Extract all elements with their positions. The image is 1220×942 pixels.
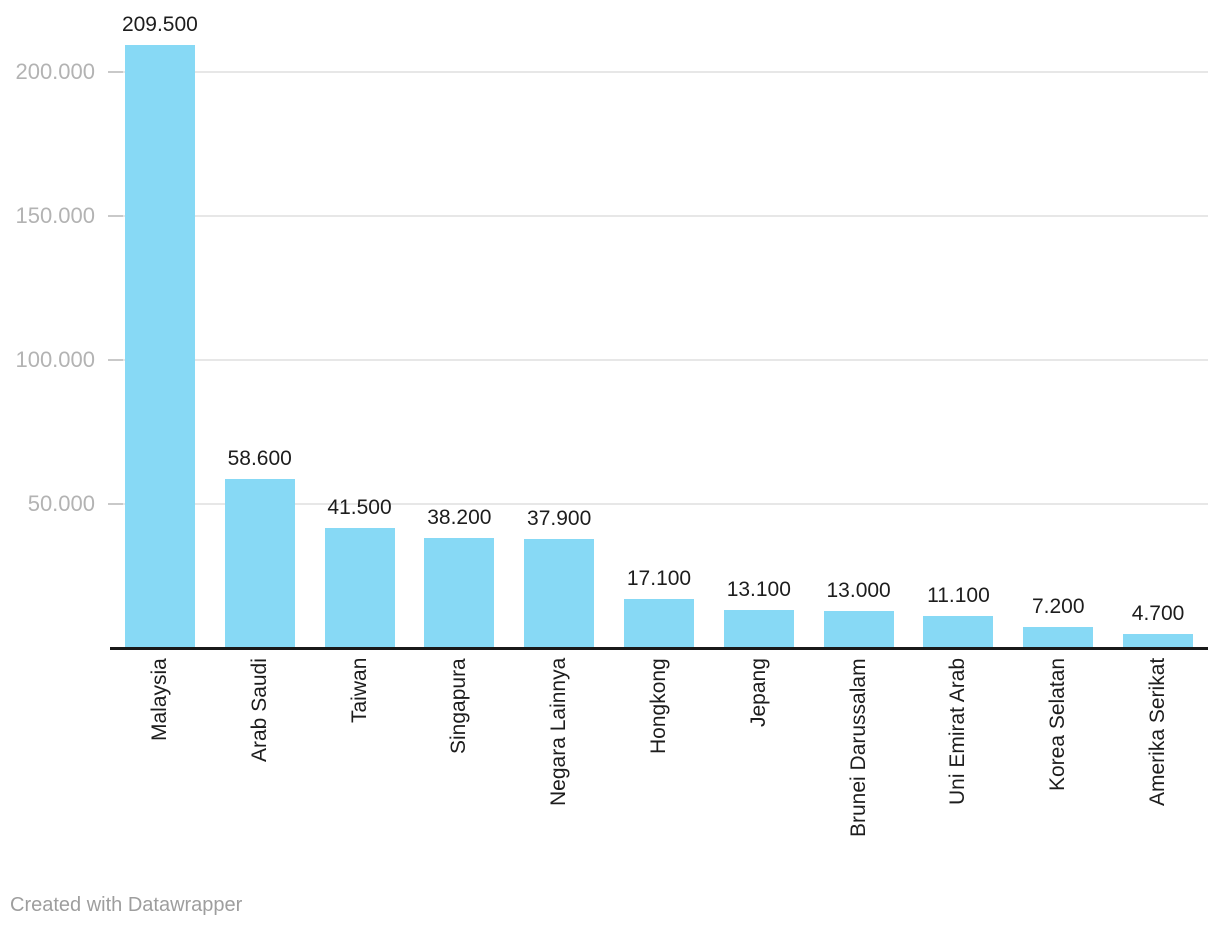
gridline — [123, 71, 1208, 73]
category-label: Singapura — [447, 658, 471, 754]
bar — [324, 528, 395, 648]
bar — [424, 537, 495, 648]
category-label: Negara Lainnya — [547, 658, 571, 807]
y-tick-label: 150.000 — [15, 203, 95, 228]
category-label: Brunei Darussalam — [846, 658, 870, 837]
bar-value-label: 41.500 — [327, 496, 392, 520]
y-tick-label: 100.000 — [15, 347, 95, 372]
bar — [224, 479, 295, 648]
bar — [823, 610, 894, 648]
category-label: Hongkong — [647, 658, 670, 754]
y-tick-label: 50.000 — [27, 491, 95, 516]
bar — [1023, 627, 1094, 648]
bar-value-label: 11.100 — [927, 584, 990, 608]
y-axis-tick-mark — [108, 503, 123, 505]
bar — [923, 616, 994, 648]
bar-value-label: 13.100 — [726, 578, 791, 602]
bar-value-label: 37.900 — [527, 506, 592, 530]
category-label: Korea Selatan — [1046, 658, 1070, 792]
gridline — [123, 215, 1208, 217]
bar — [624, 598, 694, 648]
gridline — [123, 503, 1208, 505]
bar-value-label: 58.600 — [227, 447, 292, 471]
category-label: Arab Saudi — [247, 658, 271, 762]
bar — [524, 538, 595, 648]
category-label: Jepang — [746, 658, 770, 727]
y-axis-tick-mark — [108, 71, 123, 73]
bar-value-label: 38.200 — [427, 505, 492, 529]
bar-value-label: 4.700 — [1131, 602, 1185, 626]
datawrapper-attribution-link[interactable]: Created with Datawrapper — [10, 894, 243, 916]
bar — [723, 610, 794, 648]
bar-value-label: 17.100 — [626, 566, 692, 590]
y-axis-tick-mark — [108, 215, 123, 217]
gridline — [123, 359, 1208, 361]
bar-value-label: 7.200 — [1031, 595, 1085, 619]
category-label: Uni Emirat Arab — [946, 658, 970, 806]
y-tick-label: 200.000 — [15, 59, 95, 84]
bar-value-label: 13.000 — [826, 578, 891, 602]
bar — [124, 44, 195, 648]
bar-value-label: 209.500 — [121, 12, 198, 36]
x-axis-line — [110, 647, 1208, 650]
y-axis-tick-mark — [108, 359, 123, 361]
bar — [1123, 634, 1194, 648]
category-label: Malaysia — [147, 658, 171, 741]
category-label: Amerika Serikat — [1146, 658, 1170, 807]
category-label: Taiwan — [347, 658, 371, 724]
